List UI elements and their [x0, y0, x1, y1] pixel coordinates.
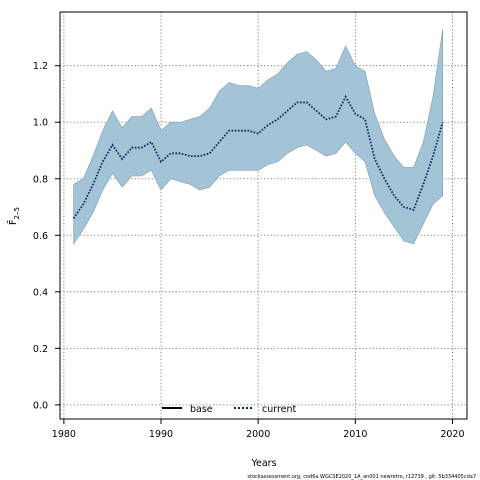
footer-credit: stockassessment.org, cod6a WGCSE2020_1A_…	[247, 474, 476, 480]
y-tick-label-1.2: 1.2	[33, 61, 48, 72]
legend: base current	[162, 404, 297, 415]
y-tick-label-0.0: 0.0	[33, 400, 48, 411]
x-tick-label-1980: 1980	[52, 429, 76, 440]
x-tick-label-2020: 2020	[440, 429, 464, 440]
y-axis-title-subscript: 2–5	[13, 207, 21, 219]
plot-frame	[59, 11, 468, 420]
x-tick-label-1990: 1990	[149, 429, 173, 440]
y-axis-title: F̄2–5	[7, 207, 21, 225]
y-tick-label-0.2: 0.2	[33, 344, 48, 355]
y-tick-label-0.6: 0.6	[33, 231, 48, 242]
confidence-band	[73, 28, 444, 245]
x-tick-label-2010: 2010	[343, 429, 367, 440]
y-tick-label-0.8: 0.8	[33, 174, 48, 185]
x-axis: 1980 1990 2000 2010 2020	[52, 419, 465, 440]
y-tick-label-1.0: 1.0	[33, 118, 48, 129]
series-line-current	[72, 94, 444, 219]
x-axis-title: Years	[250, 458, 276, 469]
x-tick-label-2000: 2000	[246, 429, 270, 440]
svg-text:F̄2–5: F̄2–5	[7, 207, 21, 225]
y-tick-label-0.4: 0.4	[33, 287, 48, 298]
legend-label-current: current	[262, 404, 297, 415]
y-axis: 0.0 0.2 0.4 0.6 0.8 1.0 1.2	[33, 61, 60, 411]
legend-label-base: base	[190, 404, 213, 415]
y-axis-title-main: F̄	[7, 219, 19, 224]
